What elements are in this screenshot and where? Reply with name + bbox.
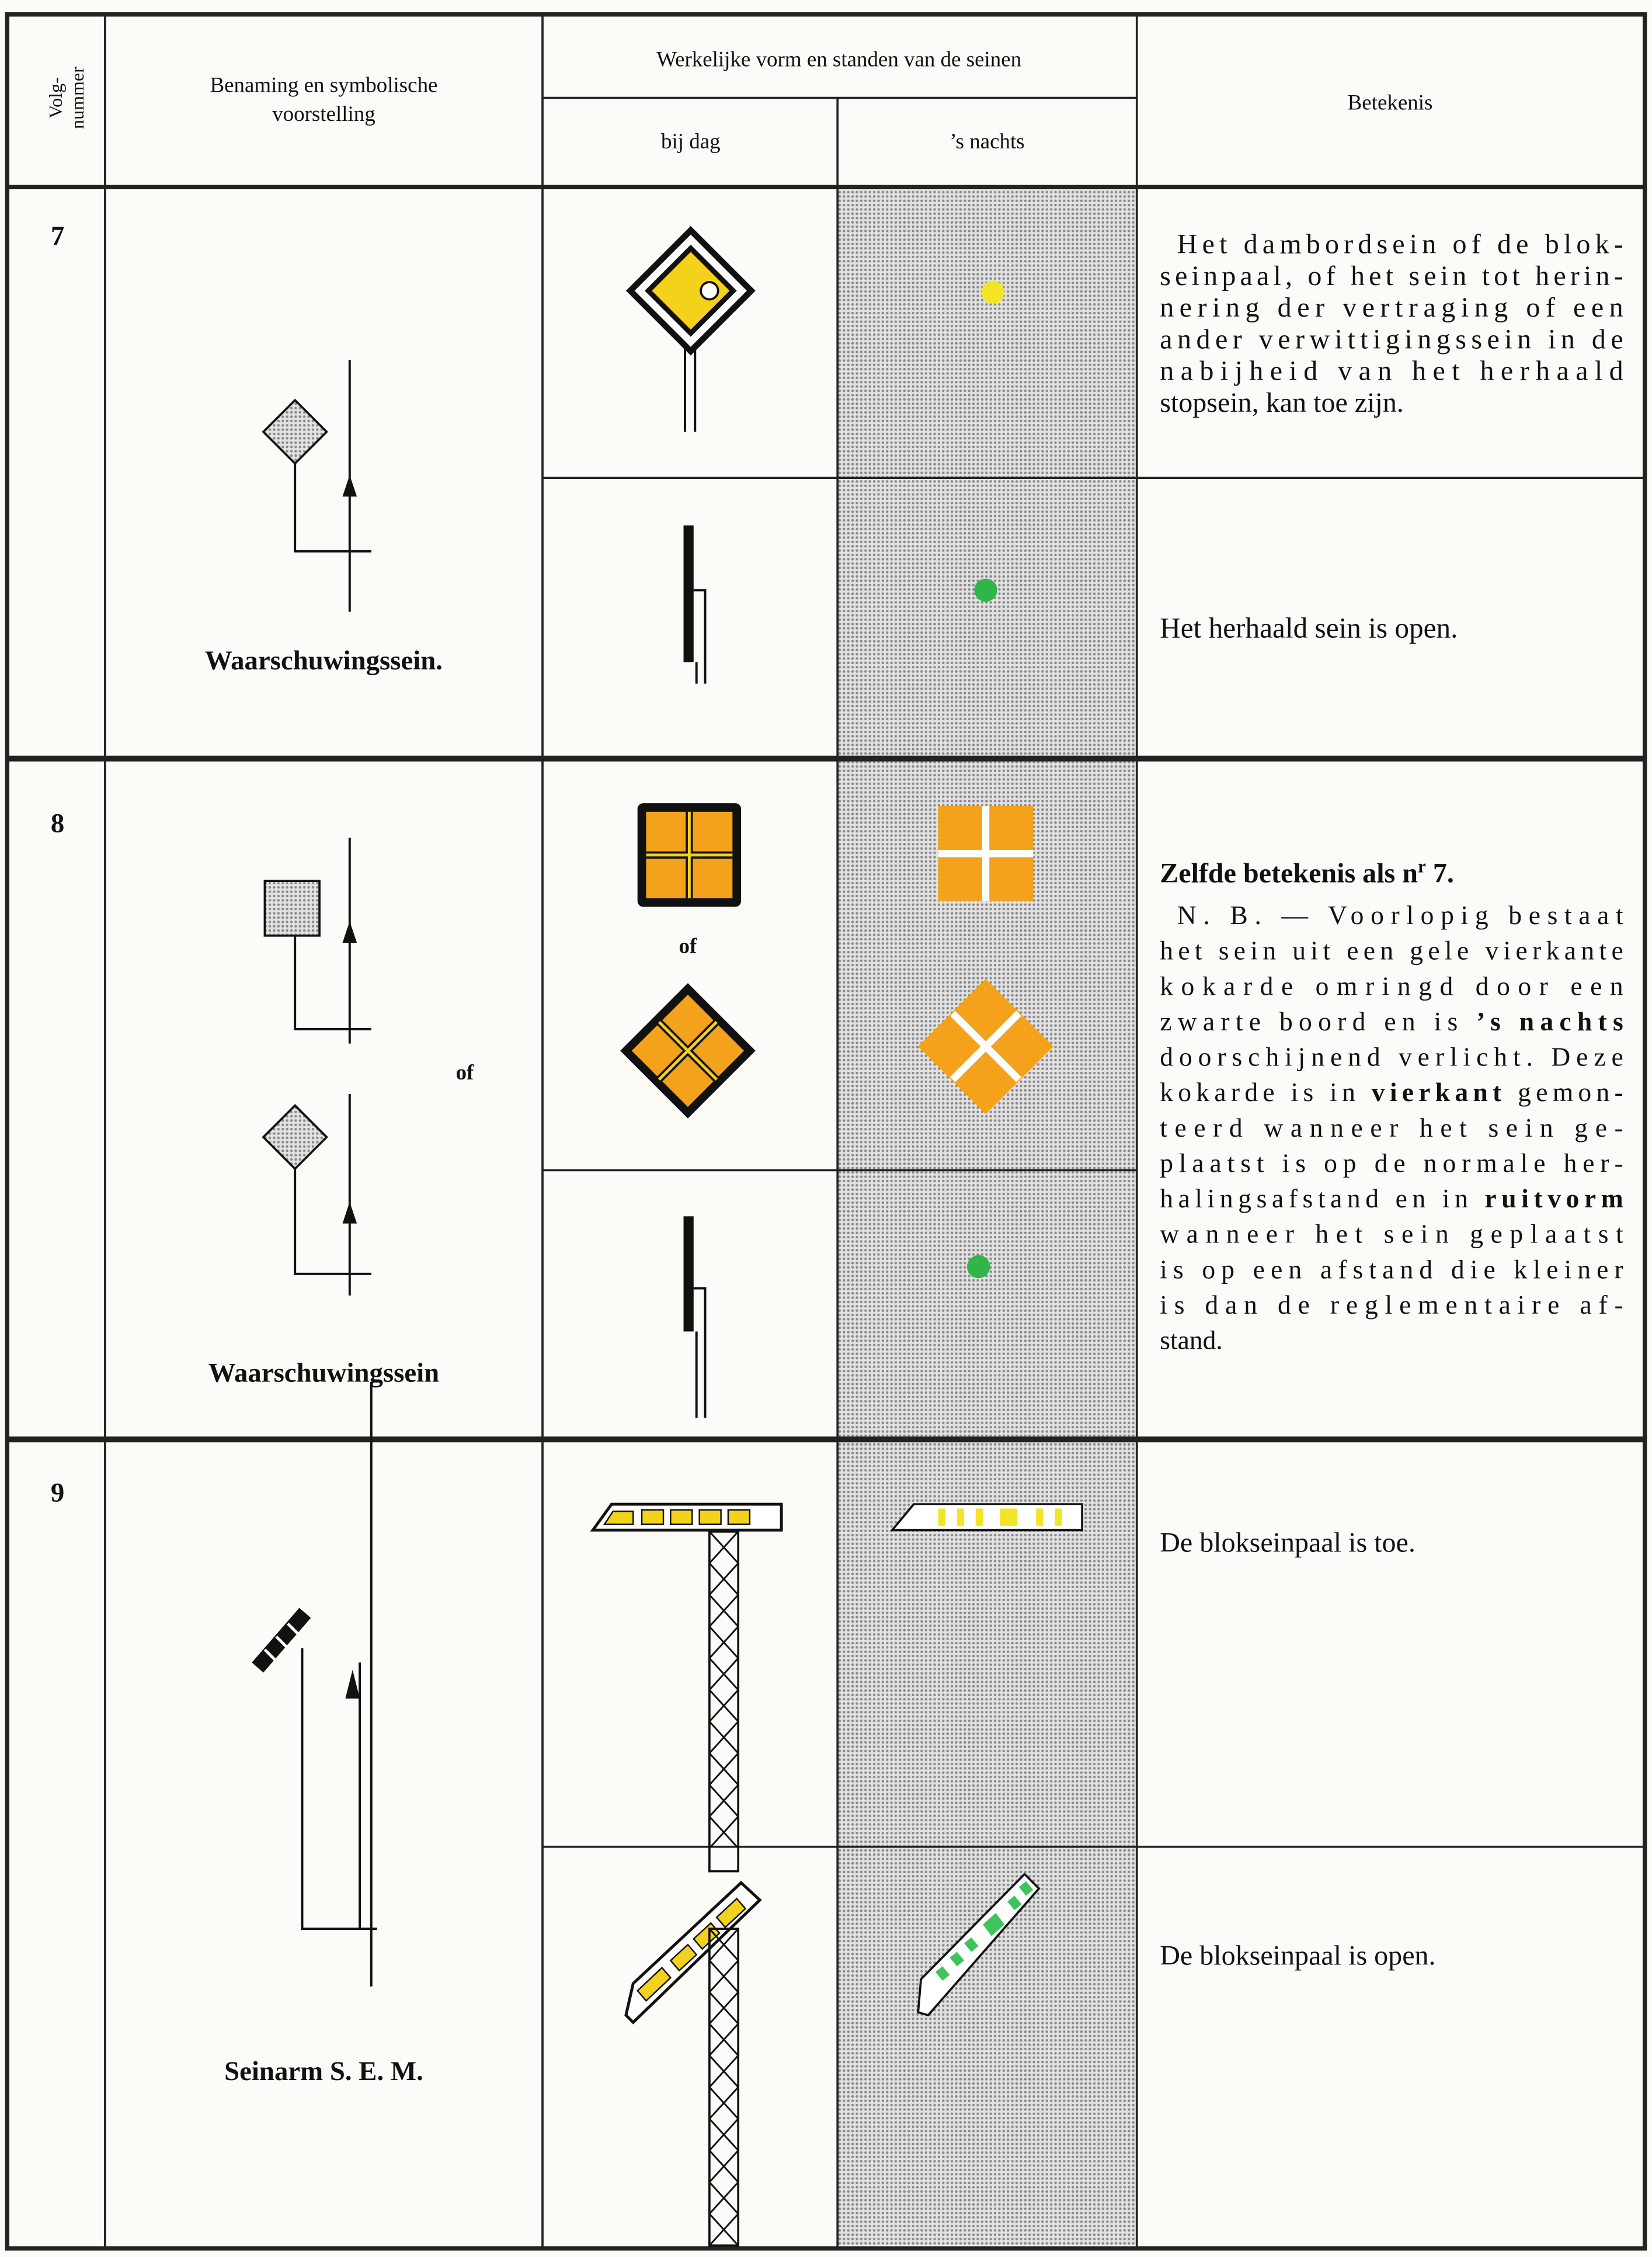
lattice-masts xyxy=(708,1530,740,2247)
header-day: bij dag xyxy=(661,129,721,153)
row-number: 7 xyxy=(51,221,64,251)
night-light-7b xyxy=(974,578,997,602)
text-segment: gemon- xyxy=(1506,1077,1623,1107)
symbol-8a xyxy=(263,838,371,1044)
meaning-line: stopsein, kan toe zijn. xyxy=(1160,387,1404,418)
mast-frame xyxy=(708,1530,740,1873)
meaning-line: nabijheid van het herhaald xyxy=(1160,356,1623,387)
night-signal-8b xyxy=(918,978,1053,1114)
night-signal-8a xyxy=(938,806,1034,901)
table-rules xyxy=(5,12,1647,2251)
header-night: ’s nachts xyxy=(950,129,1024,153)
meaning-line: seinpaal, of het sein tot herin- xyxy=(1160,261,1623,291)
mast-lattice xyxy=(708,1531,740,1849)
row-number: 8 xyxy=(51,808,64,838)
day-arm-9b xyxy=(624,1880,762,2025)
header-number: nummer xyxy=(67,67,88,129)
day-signal-8c xyxy=(683,1216,707,1418)
night-light-7a xyxy=(981,280,1005,304)
meaning-line: is dan de reglementaire af- xyxy=(1160,1290,1623,1320)
signal-name: Waarschuwingssein xyxy=(208,1358,439,1388)
bold-segment: ruitvorm xyxy=(1484,1183,1623,1213)
header-form: Werkelijke vorm en standen van de seinen xyxy=(656,47,1021,71)
bold-segment: Zelfde betekenis als n xyxy=(1160,858,1418,889)
mast-lattice xyxy=(708,1928,740,2246)
bold-segment: r xyxy=(1418,856,1426,876)
meaning-line: Het dambordsein of de blok- xyxy=(1177,229,1623,260)
meaning-line: De blokseinpaal is toe. xyxy=(1160,1527,1415,1558)
header-name: voorstelling xyxy=(272,102,375,126)
signal-name: Seinarm S. E. M. xyxy=(224,2056,423,2086)
meaning-line: is op een afstand die kleiner xyxy=(1160,1254,1623,1284)
content: 7 Waarschuwingssein. Het dambordsein of de… xyxy=(51,221,1623,2086)
meaning-line: De blokseinpaal is open. xyxy=(1160,1940,1435,1971)
alternative-of: of xyxy=(456,1060,474,1084)
day-signal-7b xyxy=(683,525,707,684)
header-number: Volg- xyxy=(45,77,66,119)
meaning-line: wanneer het sein geplaatst xyxy=(1160,1219,1623,1249)
signal-name: Waarschuwingssein. xyxy=(205,645,443,676)
header-meaning: Betekenis xyxy=(1348,90,1433,114)
symbol-7 xyxy=(262,360,371,612)
symbol-8b xyxy=(262,1093,371,1296)
meaning-line: Het herhaald sein is open. xyxy=(1160,612,1458,644)
meaning-line: teerd wanneer het sein ge- xyxy=(1160,1113,1623,1143)
day-signal-8a xyxy=(637,803,742,907)
day-signal-7a xyxy=(625,225,756,432)
night-shading xyxy=(837,187,1137,2246)
text-segment: kokarde is in xyxy=(1160,1077,1366,1107)
night-light-8 xyxy=(967,1255,990,1279)
alternative-of: of xyxy=(679,933,697,957)
text-segment: halingsafstand en in xyxy=(1160,1183,1480,1213)
bold-segment: ’s nachts xyxy=(1476,1006,1623,1036)
bold-segment: 7. xyxy=(1426,858,1454,889)
meaning-line: stand. xyxy=(1160,1325,1223,1355)
symbol-9 xyxy=(252,1381,377,1987)
meaning-line: Zelfde betekenis als nr 7. xyxy=(1160,856,1454,889)
meaning-line: het sein uit een gele vierkante xyxy=(1160,936,1623,966)
night-arm-9a xyxy=(889,1503,1083,1532)
bold-segment: vierkant xyxy=(1372,1077,1501,1107)
day-arm-9a xyxy=(590,1502,783,1532)
header-name: Benaming en symbolische xyxy=(210,73,437,97)
row-number: 9 xyxy=(51,1477,64,1508)
night-arm-9b xyxy=(917,1872,1041,2017)
